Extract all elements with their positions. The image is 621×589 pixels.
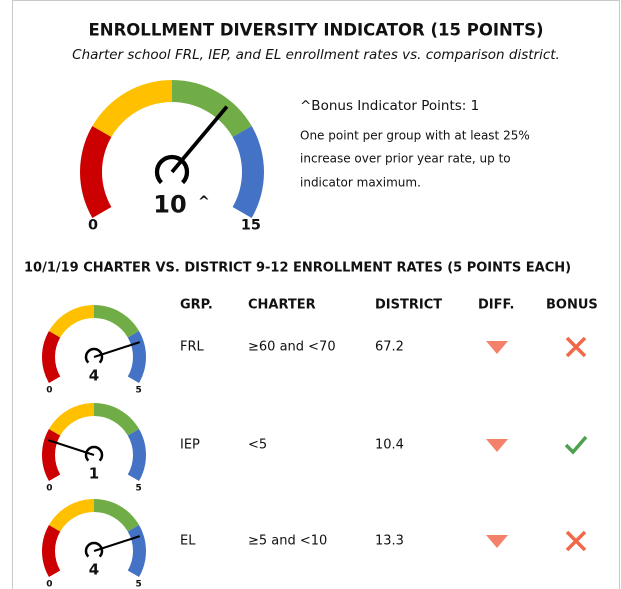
subtitle: Charter school FRL, IEP, and EL enrollme… (72, 47, 560, 63)
diff-down-icon (486, 341, 508, 354)
gauge-max: 5 (135, 483, 141, 493)
gauge-value: 4 (89, 560, 99, 578)
group-cell: IEP (180, 438, 200, 453)
gauge-min: 0 (88, 218, 98, 234)
bonus-check-icon (564, 435, 588, 455)
bonus-x-icon (565, 530, 587, 552)
group-cell: EL (180, 534, 196, 549)
gauge-hub (84, 347, 104, 364)
district-cell: 67.2 (375, 340, 404, 355)
gauge-value: 10 (153, 190, 186, 218)
gauge-max: 5 (135, 579, 141, 589)
charter-cell: <5 (248, 438, 267, 453)
gauge-hub (84, 541, 104, 558)
title: ENROLLMENT DIVERSITY INDICATOR (15 POINT… (89, 21, 544, 40)
gauge-segment (94, 403, 140, 436)
gauge-value: 4 (89, 366, 99, 384)
gauge-segment (80, 126, 112, 218)
group-cell: FRL (180, 340, 205, 355)
gauge-segment (94, 305, 140, 338)
column-header: GRP. (180, 298, 213, 313)
panel-border (12, 0, 620, 589)
column-header: BONUS (546, 298, 598, 313)
column-header: DIFF. (478, 298, 514, 313)
column-header: DISTRICT (375, 298, 442, 313)
bonus-marker: ^ (198, 194, 210, 210)
gauge-max: 5 (135, 385, 141, 395)
gauge-segment (48, 305, 94, 338)
gauge-hub (154, 154, 190, 185)
gauge-hub (84, 445, 104, 462)
gauge-min: 0 (46, 483, 52, 493)
charter-cell: ≥5 and <10 (248, 534, 327, 549)
gauge-segment (48, 499, 94, 532)
bonus-text: indicator maximum. (300, 176, 421, 190)
gauge-value: 1 (89, 464, 99, 482)
bonus-x-icon (565, 336, 587, 358)
gauge-segment (172, 80, 252, 137)
gauge-max: 15 (241, 218, 261, 234)
gauge-segment (42, 331, 61, 383)
charter-cell: ≥60 and <70 (248, 340, 336, 355)
district-cell: 13.3 (375, 534, 404, 549)
gauge-segment (94, 499, 140, 532)
diff-down-icon (486, 439, 508, 452)
gauge-segment (127, 429, 146, 481)
gauge-segment (92, 80, 172, 137)
gauge-segment (232, 126, 264, 218)
table-title: 10/1/19 CHARTER VS. DISTRICT 9-12 ENROLL… (24, 261, 571, 276)
district-cell: 10.4 (375, 438, 404, 453)
diff-down-icon (486, 535, 508, 548)
bonus-text: One point per group with at least 25% (300, 129, 530, 143)
column-header: CHARTER (248, 298, 316, 313)
gauge-min: 0 (46, 579, 52, 589)
gauge-segment (42, 525, 61, 577)
gauge-segment (48, 403, 94, 436)
bonus-title: ^Bonus Indicator Points: 1 (300, 98, 479, 114)
bonus-text: increase over prior year rate, up to (300, 152, 511, 166)
gauge-min: 0 (46, 385, 52, 395)
